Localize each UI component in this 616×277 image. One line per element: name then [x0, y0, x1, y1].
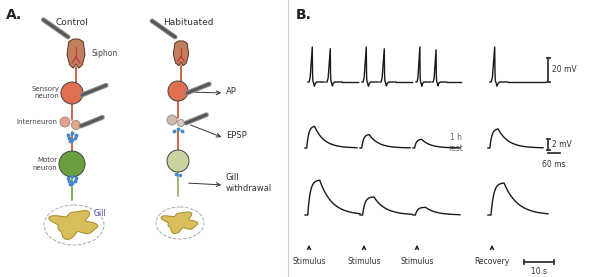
Circle shape — [167, 150, 189, 172]
Text: Motor
neuron: Motor neuron — [32, 158, 57, 171]
Circle shape — [61, 82, 83, 104]
Text: Stimulus: Stimulus — [347, 257, 381, 266]
Circle shape — [167, 115, 177, 125]
Circle shape — [60, 117, 70, 127]
Text: Interneuron: Interneuron — [16, 119, 57, 125]
Circle shape — [71, 120, 81, 130]
Text: Recovery: Recovery — [474, 257, 509, 266]
Text: AP: AP — [226, 86, 237, 96]
Text: Stimulus: Stimulus — [400, 257, 434, 266]
Text: Siphon: Siphon — [92, 50, 118, 58]
Text: B.: B. — [296, 8, 312, 22]
Polygon shape — [161, 212, 198, 234]
Text: 20 mV: 20 mV — [552, 65, 577, 74]
Text: Gill
withdrawal: Gill withdrawal — [226, 173, 272, 193]
Text: 2 mV: 2 mV — [552, 140, 572, 149]
Text: Gill: Gill — [94, 209, 107, 217]
Text: Habituated: Habituated — [163, 18, 213, 27]
Text: 60 ms: 60 ms — [542, 160, 565, 169]
Circle shape — [59, 151, 85, 177]
Polygon shape — [67, 39, 85, 68]
Text: 1 h
rest: 1 h rest — [448, 133, 463, 153]
Text: A.: A. — [6, 8, 22, 22]
Text: Sensory
neuron: Sensory neuron — [31, 86, 59, 99]
Circle shape — [177, 119, 185, 127]
Polygon shape — [49, 211, 98, 240]
Circle shape — [168, 81, 188, 101]
Polygon shape — [173, 41, 188, 66]
Text: Stimulus: Stimulus — [292, 257, 326, 266]
Text: 10 s: 10 s — [531, 267, 547, 276]
Text: Control: Control — [55, 18, 88, 27]
Text: EPSP: EPSP — [226, 132, 247, 140]
